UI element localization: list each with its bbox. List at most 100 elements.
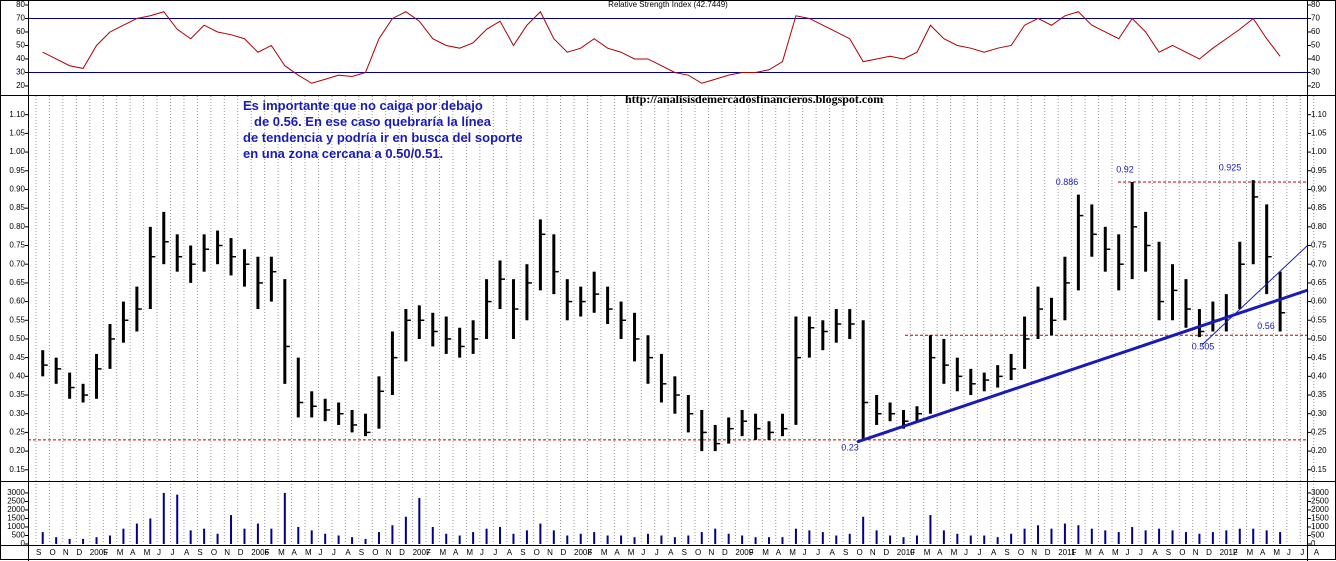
y-tick-label: 2000 [7,505,25,514]
volume-bar [525,530,528,544]
note-line: de tendencia y podría ir en busca del so… [243,130,523,145]
volume-bar [458,535,461,544]
volume-bar [566,535,569,544]
y-tick-label-right: 0.80 [1311,222,1327,231]
volume-bar [391,525,394,544]
x-tick-label: O [211,548,217,557]
y-tick-label-right: 0.20 [1311,446,1327,455]
x-tick-label: A [991,548,997,557]
x-tick-label: M [466,548,473,557]
volume-bar [377,532,380,544]
volume-bar [673,537,676,544]
x-tick-label: J [803,548,807,557]
y-tick-label: 30 [16,68,25,77]
volume-bar [915,535,918,544]
x-tick-label: N [386,548,392,557]
volume-bar [310,530,313,544]
volume-bar [714,528,717,544]
x-tick-label: F [1072,548,1077,557]
y-tick-label-right: 0.90 [1311,185,1327,194]
y-tick-label: 1.00 [9,147,25,156]
y-tick-label-right: 0.95 [1311,166,1327,175]
y-tick-label-right: 0.75 [1311,241,1327,250]
volume-bar [1211,532,1214,544]
x-tick-label: A [668,548,674,557]
volume-bar [256,523,259,544]
volume-bar [283,492,286,544]
y-tick-label: 0.50 [9,334,25,343]
y-tick-label: 0.20 [9,446,25,455]
y-tick-label-right: 1500 [1311,514,1329,523]
x-tick-label: 2007 [413,548,431,557]
x-tick-label: A [1314,548,1320,557]
x-tick-label: M [924,548,931,557]
volume-bar [68,538,71,544]
x-tick-label: D [722,548,728,557]
x-tick-label: J [655,548,659,557]
x-tick-label: D [76,548,82,557]
volume-bar [808,530,811,544]
x-tick-label: F [103,548,108,557]
y-tick-label: 0.30 [9,409,25,418]
y-tick-label-right: 20 [1311,81,1320,90]
volume-bar [95,537,98,544]
y-tick-label-right: 30 [1311,68,1320,77]
x-tick-label: J [964,548,968,557]
volume-bar [230,515,233,544]
x-tick-label: 2009 [735,548,753,557]
y-tick-label-right: 0.85 [1311,203,1327,212]
x-tick-label: 2012 [1220,548,1238,557]
y-tick-label-right: 0.45 [1311,353,1327,362]
x-tick-label: M [1247,548,1254,557]
x-tick-label: A [1099,548,1105,557]
volume-bar [1131,526,1134,544]
volume-bar [55,537,58,544]
x-tick-label: A [345,548,351,557]
volume-bar [149,518,152,544]
y-tick-label: 0.25 [9,428,25,437]
x-tick-label: N [1193,548,1199,557]
annotation: 0.925 [1219,162,1242,172]
x-tick-label: M [951,548,958,557]
volume-bar [835,535,838,544]
volume-bar [579,533,582,544]
x-tick-label: M [144,548,151,557]
x-tick-label: 2010 [897,548,915,557]
x-tick-label: J [641,548,645,557]
x-tick-label: 2006 [251,548,269,557]
volume-bar [539,523,542,544]
volume-bar [1037,525,1040,544]
volume-bar [1265,530,1268,544]
volume-bar [902,537,905,544]
volume-bar [203,528,206,544]
x-tick-label: J [157,548,161,557]
volume-bar [472,532,475,544]
volume-bar [162,492,165,544]
x-tick-label: M [601,548,608,557]
y-tick-label-right: 0 [1311,539,1316,548]
volume-bar [122,528,125,544]
x-tick-label: D [399,548,405,557]
volume-bar [404,516,407,544]
volume-bar [687,535,690,544]
x-tick-label: M [762,548,769,557]
volume-bar [660,535,663,544]
volume-bar [1050,528,1053,544]
annotation: 0.92 [1116,164,1134,174]
y-tick-label: 0.40 [9,371,25,380]
x-tick-label: O [534,548,540,557]
volume-bar [996,537,999,544]
volume-bar [351,537,354,544]
x-tick-label: F [1233,548,1238,557]
x-tick-label: A [292,548,298,557]
x-tick-label: O [49,548,55,557]
x-tick-label: O [1018,548,1024,557]
x-tick-label: N [709,548,715,557]
x-tick-label: F [426,548,431,557]
volume-bar [216,533,219,544]
volume-bar [794,528,797,544]
y-tick-label: 0.15 [9,465,25,474]
x-tick-label: D [883,548,889,557]
y-tick-label-right: 3000 [1311,488,1329,497]
